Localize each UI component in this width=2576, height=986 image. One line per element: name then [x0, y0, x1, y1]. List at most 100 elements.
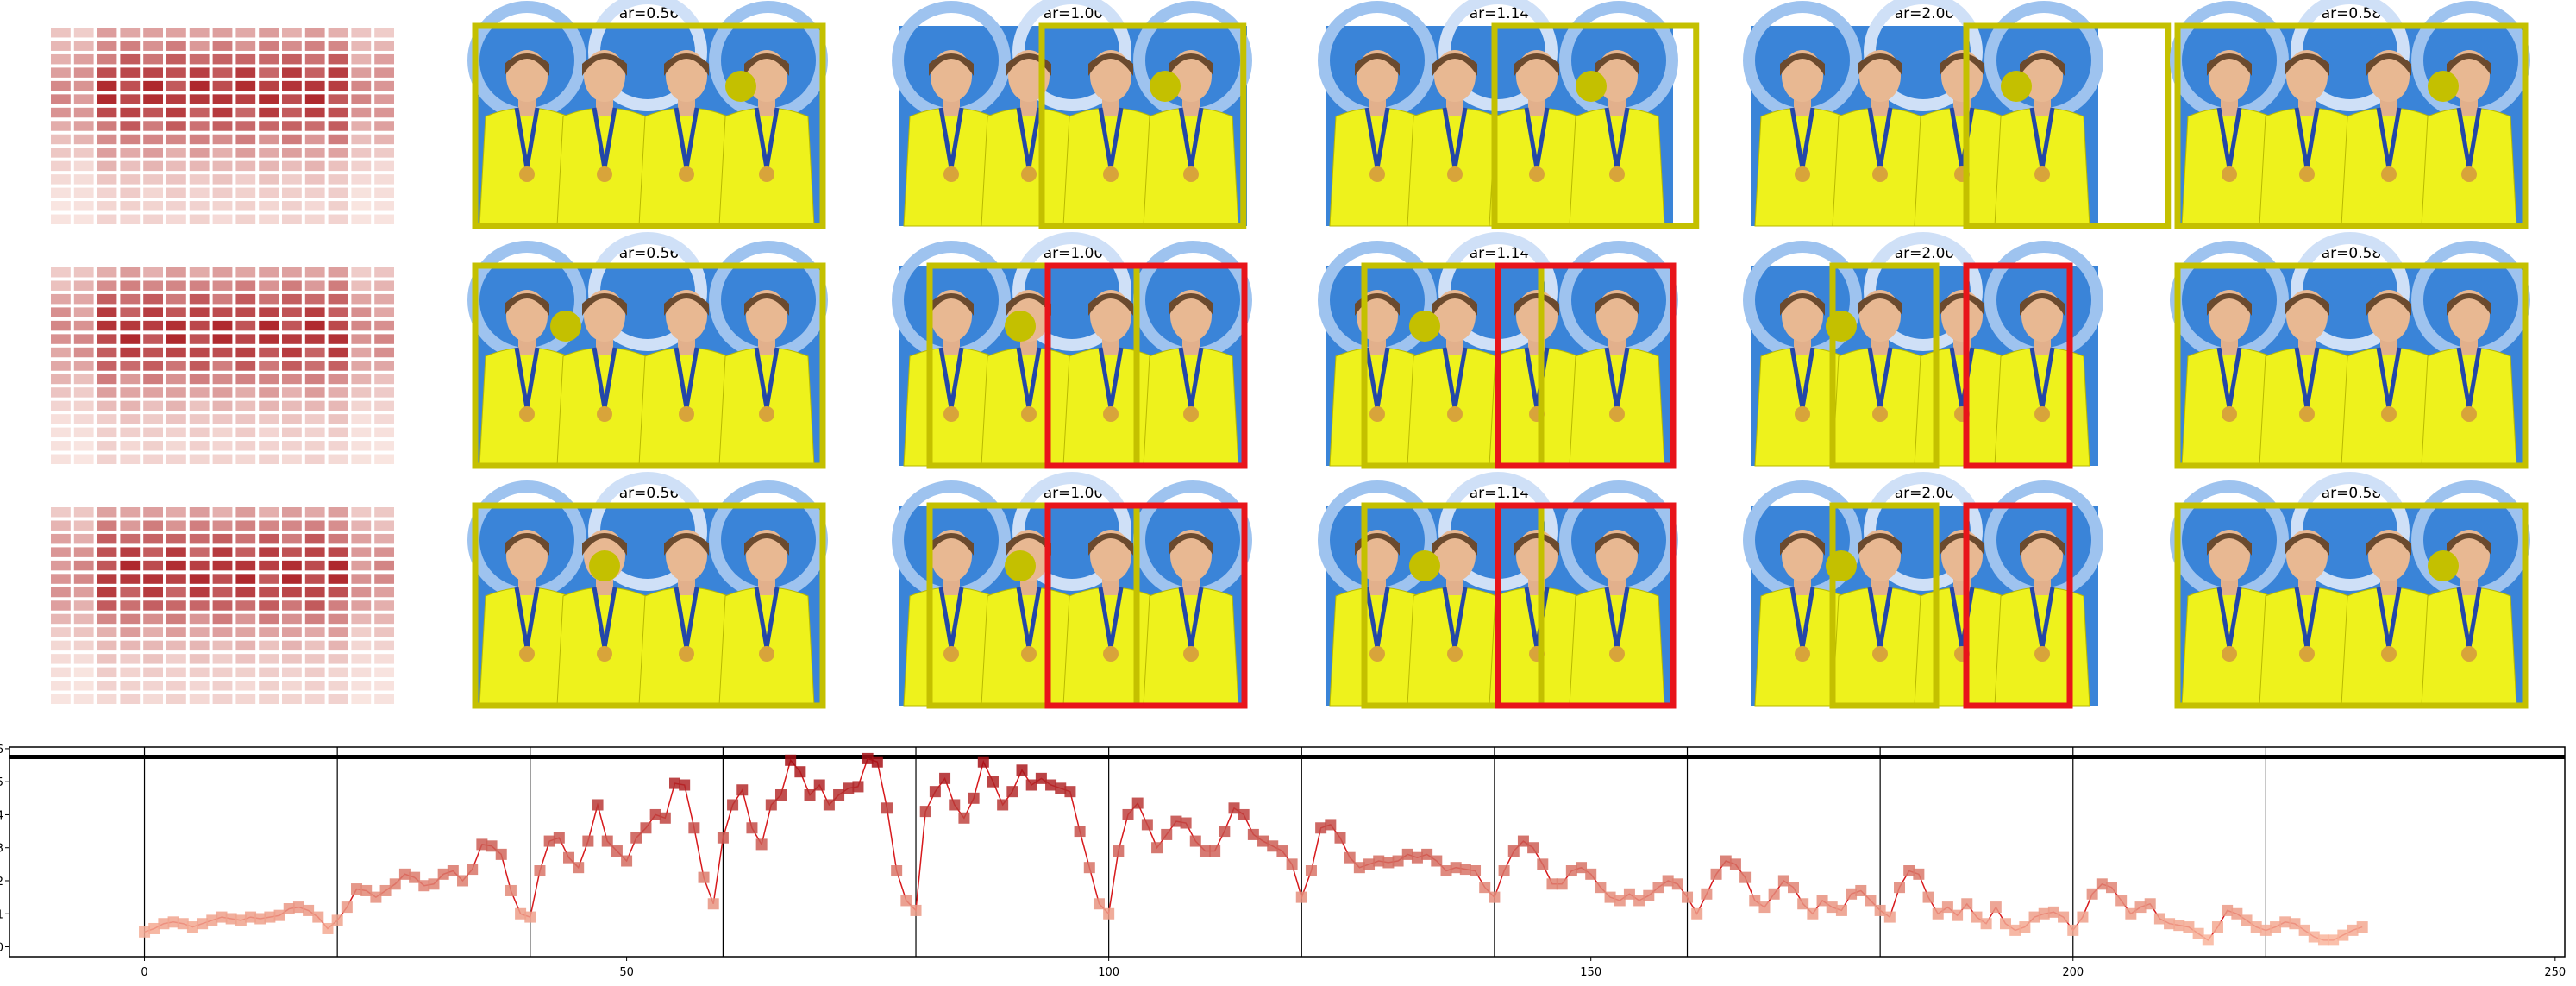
- heatmap-cell: [143, 80, 163, 91]
- data-point-marker: [1623, 888, 1635, 900]
- athlete-hair: [2366, 53, 2411, 76]
- heatmap-cell: [120, 320, 141, 331]
- olympic-ring: [2291, 0, 2410, 111]
- medal-ribbon: [1098, 587, 1113, 649]
- medal: [1609, 646, 1625, 662]
- heatmap-cell: [304, 574, 325, 584]
- heatmap-cell: [304, 41, 325, 51]
- heatmap-cell: [282, 307, 302, 317]
- data-point-marker: [1083, 862, 1095, 874]
- heatmap-cell: [212, 134, 233, 145]
- heatmap-cell: [189, 681, 210, 691]
- athlete-hair: [1595, 53, 1639, 76]
- heatmap-cell: [166, 320, 186, 331]
- heatmap-cell: [304, 613, 325, 625]
- data-point-marker: [688, 822, 700, 834]
- heatmap-cell: [97, 80, 117, 91]
- heatmap-cell: [120, 121, 141, 131]
- data-point-marker: [649, 808, 661, 820]
- heatmap-cell: [235, 53, 256, 65]
- heatmap-cell: [143, 574, 163, 584]
- panel-title: ar=0.58: [2322, 485, 2382, 502]
- crop-box-red: [1495, 502, 1677, 709]
- medal-ribbon: [592, 107, 607, 169]
- heatmap-cell: [212, 67, 233, 78]
- heatmap-cell: [235, 560, 256, 571]
- heatmap-cell: [351, 681, 372, 691]
- heatmap-cell: [259, 587, 279, 598]
- heatmap-cell: [97, 427, 117, 438]
- heatmap-cell: [304, 28, 325, 38]
- heatmap-cell: [235, 681, 256, 691]
- heatmap-cell: [304, 67, 325, 78]
- heatmap-cell: [143, 361, 163, 371]
- fixation-dot: [1005, 311, 1036, 342]
- heatmap-cell: [351, 107, 372, 118]
- heatmap-cell: [351, 187, 372, 198]
- heatmap-cell: [120, 627, 141, 637]
- data-point-marker: [1064, 786, 1076, 798]
- data-point-marker: [1209, 845, 1221, 857]
- heatmap-cell: [143, 134, 163, 145]
- heatmap-cell: [189, 574, 210, 584]
- heatmap-cell: [73, 307, 94, 317]
- panel-title: ar=1.14: [1470, 5, 1530, 22]
- heatmap-cell: [120, 547, 141, 557]
- heatmap-cell: [120, 387, 141, 398]
- data-point-marker: [1922, 891, 1934, 903]
- heatmap-cell: [351, 334, 372, 344]
- heatmap-cell: [97, 441, 117, 451]
- athlete-face: [1170, 50, 1212, 102]
- medal-ribbon: [1949, 347, 1965, 409]
- medal: [1872, 406, 1888, 422]
- data-point-marker: [1325, 819, 1337, 831]
- data-point-marker: [1392, 855, 1404, 867]
- medal-ribbon: [1524, 347, 1539, 409]
- heatmap-cell: [120, 280, 141, 291]
- heatmap-cell: [97, 293, 117, 305]
- heatmap-cell: [51, 280, 71, 291]
- athlete-hair: [1432, 293, 1477, 316]
- data-point-marker: [1055, 782, 1067, 794]
- data-point-marker: [1180, 817, 1192, 829]
- heatmap-cell: [212, 361, 233, 371]
- heatmap-cell: [374, 574, 394, 584]
- heatmap-cell: [374, 441, 394, 451]
- heatmap-cell: [120, 374, 141, 385]
- medal-ribbon: [938, 107, 954, 169]
- crop-box-red: [1495, 262, 1677, 469]
- data-point-marker: [148, 922, 160, 934]
- heatmap-cell: [282, 681, 302, 691]
- medal: [2461, 166, 2477, 182]
- heatmap-cell: [304, 374, 325, 385]
- heatmap-cell: [328, 454, 348, 464]
- heatmap-cell: [166, 121, 186, 131]
- heatmap-cell: [212, 387, 233, 398]
- heatmap-cell: [166, 148, 186, 158]
- heatmap-cell: [304, 307, 325, 317]
- crop-box-olive: [2174, 22, 2529, 229]
- heatmap-cell: [351, 267, 372, 278]
- data-point-marker: [871, 756, 883, 768]
- heatmap-cell: [259, 681, 279, 691]
- heatmap-cell: [374, 654, 394, 664]
- heatmap-cell: [189, 187, 210, 198]
- heatmap-cell: [259, 454, 279, 464]
- data-point-marker: [746, 822, 758, 834]
- heatmap-cell: [374, 53, 394, 65]
- heatmap-cell: [304, 347, 325, 358]
- heatmap-cell: [189, 148, 210, 158]
- heatmap-cell: [304, 507, 325, 518]
- data-point-marker: [2241, 914, 2253, 926]
- heatmap-cell: [97, 547, 117, 557]
- heatmap-cell: [97, 374, 117, 385]
- x-tick-label: 100: [1098, 966, 1119, 979]
- heatmap-cell: [235, 280, 256, 291]
- crop-box-olive: [926, 262, 1140, 469]
- heatmap-cell: [120, 520, 141, 531]
- medal-ribbon: [1949, 587, 1965, 649]
- heatmap-cell: [304, 547, 325, 557]
- heatmap-cell: [73, 334, 94, 344]
- heatmap-cell: [51, 414, 71, 424]
- medal-ribbon: [1867, 107, 1883, 169]
